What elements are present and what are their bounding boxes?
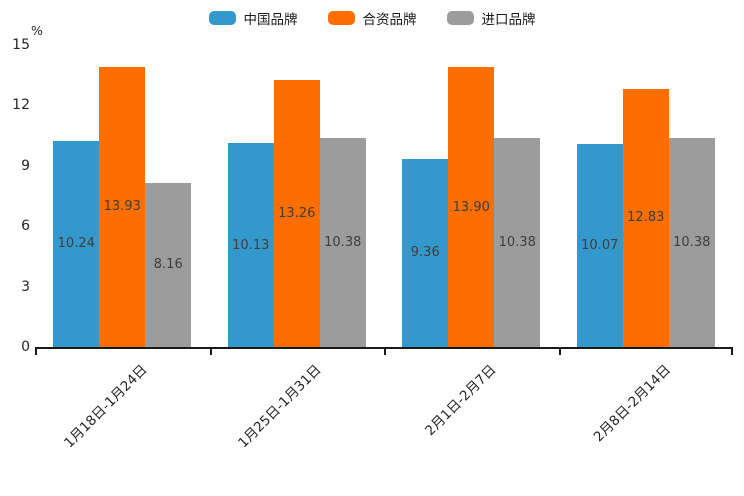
- bar: 10.07: [576, 144, 623, 347]
- x-axis-tick-mark: [35, 349, 37, 355]
- bar-value-label: 10.24: [57, 236, 95, 252]
- y-tick-label: 3: [21, 278, 30, 295]
- legend-swatch-icon: [327, 11, 355, 25]
- bar: 13.93: [99, 66, 146, 347]
- bar: 13.26: [273, 80, 320, 347]
- bar-value-label: 13.90: [452, 199, 490, 215]
- bar: 10.38: [319, 138, 366, 347]
- legend-item: 中国品牌: [208, 8, 298, 28]
- bar: 8.16: [145, 182, 192, 347]
- legend-swatch-icon: [446, 11, 474, 25]
- bar-value-label: 10.38: [673, 235, 711, 251]
- bar-value-label: 9.36: [410, 245, 440, 261]
- x-tick-label: 1月25日-1月31日: [235, 361, 325, 452]
- legend-label: 进口品牌: [481, 12, 536, 28]
- x-axis-tick-mark: [558, 349, 561, 355]
- x-tick-label: 1月18日-1月24日: [61, 361, 151, 452]
- legend-item: 合资品牌: [327, 8, 417, 28]
- legend: 中国品牌 合资品牌 进口品牌: [0, 8, 744, 28]
- bar-value-label: 13.26: [278, 206, 316, 222]
- legend-swatch-icon: [208, 11, 236, 25]
- bar: 10.38: [494, 138, 541, 347]
- bar-value-label: 10.38: [498, 235, 536, 251]
- y-tick-label: 15: [12, 37, 30, 53]
- bar-value-label: 10.38: [324, 235, 362, 251]
- y-tick-label: 0: [21, 339, 30, 355]
- bar-value-label: 8.16: [153, 257, 183, 273]
- x-axis-tick-mark: [209, 349, 212, 355]
- bar: 10.24: [53, 140, 100, 347]
- y-tick-label: 9: [21, 157, 30, 174]
- x-axis-tick-mark: [384, 349, 386, 355]
- y-tick-label: 6: [21, 218, 30, 235]
- bar: 10.38: [668, 138, 715, 347]
- legend-label: 中国品牌: [243, 12, 298, 28]
- bar-value-label: 13.93: [103, 199, 141, 215]
- y-tick-label: 12: [12, 97, 30, 114]
- bar: 10.13: [227, 143, 274, 347]
- y-axis-unit-label: %: [31, 23, 43, 38]
- legend-item: 进口品牌: [446, 8, 536, 28]
- x-tick-label: 2月1日-2月7日: [422, 361, 500, 440]
- bar: 9.36: [402, 158, 449, 347]
- x-tick-label: 2月8日-2月14日: [590, 361, 674, 446]
- legend-label: 合资品牌: [362, 12, 417, 28]
- x-axis-tick-mark: [731, 349, 733, 355]
- bar-value-label: 12.83: [627, 210, 665, 226]
- plot-area: 10.24 13.93 8.16 1月18日-1月24日 10.13 13.26 10.38…: [35, 45, 733, 451]
- bar-value-label: 10.07: [581, 238, 619, 254]
- bar-value-label: 10.13: [232, 237, 270, 253]
- bar: 12.83: [622, 88, 669, 347]
- bar: 13.90: [448, 67, 495, 347]
